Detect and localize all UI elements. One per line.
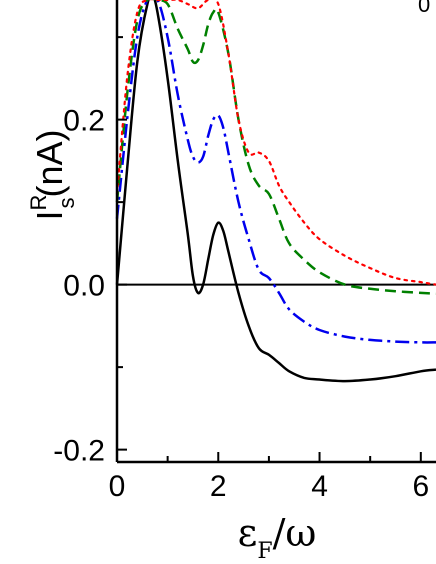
x-axis-title-sub: F [257, 539, 272, 564]
y-tick-label: 0.2 [63, 105, 105, 138]
x-tick-label: 2 [210, 470, 227, 503]
axes [115, 0, 436, 464]
svg-text:IRs(nA): IR s(nA) [26, 130, 79, 221]
series-line-dashed [115, 0, 436, 295]
x-tick-label: 0 [109, 470, 126, 503]
y-axis-title-sub: s [54, 198, 79, 209]
y-axis-title-sup: R [26, 195, 51, 211]
x-tick-label: 4 [311, 470, 328, 503]
x-axis-title-rest: /ω [273, 511, 317, 555]
series-line-dashdot [115, 0, 436, 344]
corner-fragment: 0 [418, 0, 430, 17]
y-axis-title: IR s(nA) [26, 130, 79, 221]
y-axis-title-rest: (nA) [29, 130, 70, 198]
plot-area [115, 0, 436, 383]
x-axis-title-main: ε [238, 511, 258, 555]
series-line-solid [115, 0, 436, 383]
y-axis-title-main: I [29, 210, 70, 220]
tick-labels: -0.2 0.0 0.2 0 2 4 6 [53, 105, 429, 503]
y-tick-label: -0.2 [53, 435, 105, 468]
y-tick-label: 0.0 [63, 270, 105, 303]
x-tick-label: 6 [412, 470, 429, 503]
x-axis-title: εF/ω [238, 511, 317, 564]
series-line-dotted [115, 0, 436, 286]
